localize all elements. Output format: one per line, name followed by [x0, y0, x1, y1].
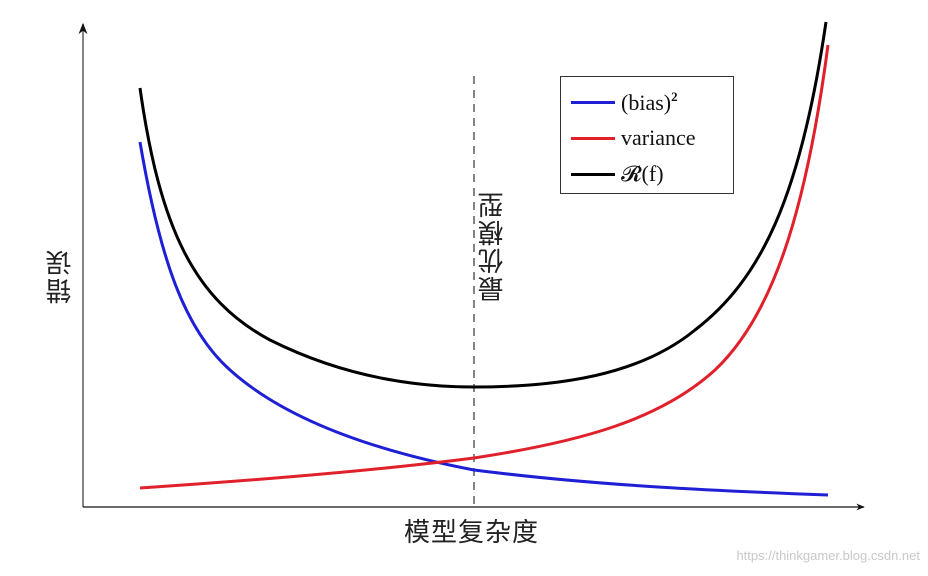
legend-item-bias: (bias)2 — [571, 87, 678, 117]
legend-item-variance: variance — [571, 123, 696, 153]
legend-swatch-bias — [571, 100, 615, 104]
watermark: https://thinkgamer.blog.csdn.net — [736, 548, 920, 563]
y-axis-label: 错误 — [46, 248, 76, 304]
legend-label-variance: variance — [621, 125, 696, 150]
legend-swatch-risk — [571, 172, 615, 176]
variance-curve — [139, 44, 830, 490]
legend-item-risk: 𝓡(f) — [571, 159, 664, 189]
legend: (bias)2 variance 𝓡(f) — [560, 76, 734, 194]
legend-label-bias-exponent: 2 — [671, 88, 678, 104]
bias-curve — [138, 141, 829, 497]
risk-curve — [138, 21, 828, 389]
legend-label-bias: (bias) — [621, 89, 672, 115]
x-axis-label: 模型复杂度 — [404, 518, 540, 548]
legend-label-risk: 𝓡(f) — [621, 161, 664, 186]
optimal-model-label: 最优模型 — [478, 190, 508, 302]
legend-swatch-variance — [571, 136, 615, 140]
